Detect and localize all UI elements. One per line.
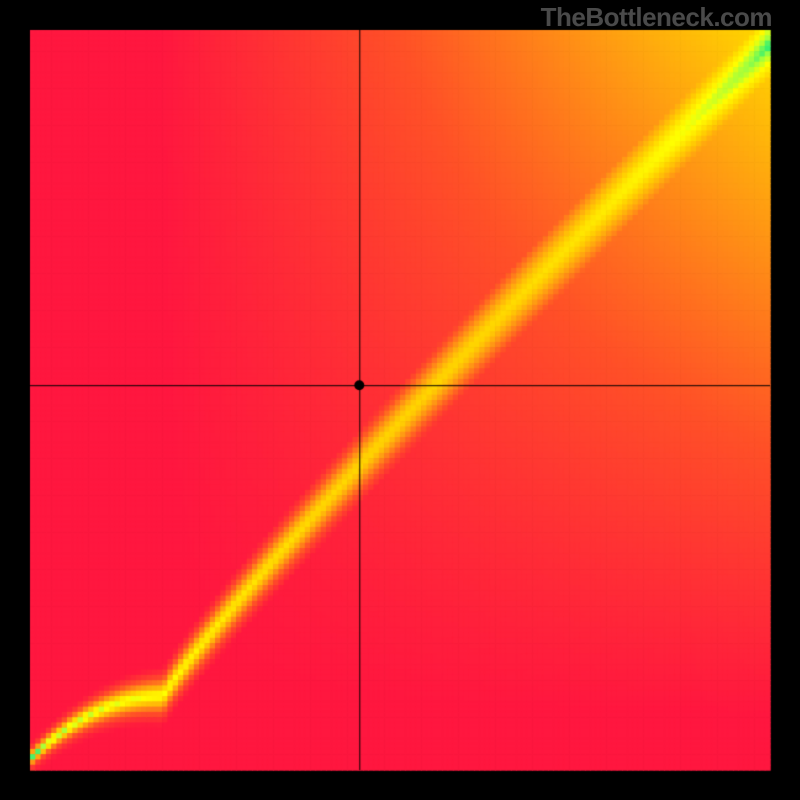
chart-container: { "canvas": { "width": 800, "height": 80… xyxy=(0,0,800,800)
bottleneck-heatmap-canvas xyxy=(0,0,800,800)
watermark-text: TheBottleneck.com xyxy=(541,2,772,33)
